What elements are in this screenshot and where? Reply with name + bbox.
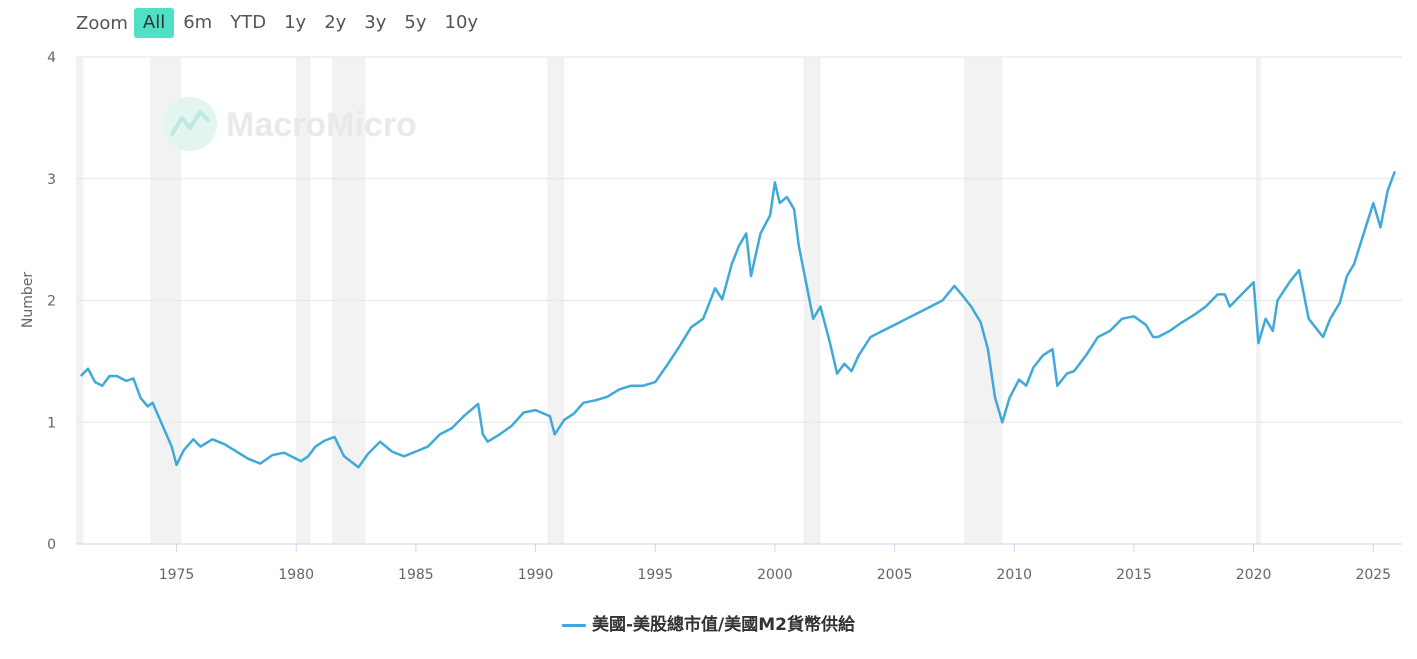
y-axis-label: Number xyxy=(20,272,36,328)
legend-label: 美國-美股總市值/美國M2貨幣供給 xyxy=(591,615,855,635)
x-tick-label: 2010 xyxy=(996,567,1032,583)
series-group xyxy=(79,170,1396,469)
x-tick-label: 1980 xyxy=(278,567,314,583)
watermark-logo-icon xyxy=(163,97,217,151)
watermark-trend-icon xyxy=(170,110,210,136)
x-tick-label: 1985 xyxy=(398,567,434,583)
zoom-1y-button[interactable]: 1y xyxy=(284,12,307,33)
line-chart: MacroMicro 0 1 2 3 4 1975 1980 1985 1990 1995 2000… xyxy=(20,50,1402,583)
x-tick-label: 1990 xyxy=(518,567,554,583)
y-tick-label: 0 xyxy=(47,537,56,553)
x-tick-label: 2005 xyxy=(877,567,913,583)
legend-line-icon xyxy=(561,623,586,627)
legend[interactable]: 美國-美股總市值/美國M2貨幣供給 xyxy=(0,610,1417,635)
watermark-text: MacroMicro xyxy=(226,106,417,144)
zoom-10y-button[interactable]: 10y xyxy=(444,12,479,33)
y-tick-label: 1 xyxy=(47,415,56,431)
y-tick-label: 3 xyxy=(47,172,56,188)
x-tick-label: 1975 xyxy=(159,567,195,583)
y-tick-label: 4 xyxy=(47,50,56,66)
x-tick-label: 1995 xyxy=(637,567,673,583)
x-tick-label: 2020 xyxy=(1236,567,1272,583)
zoom-5y-button[interactable]: 5y xyxy=(404,12,427,33)
x-tick-label: 2025 xyxy=(1355,567,1391,583)
series-line xyxy=(79,170,1396,469)
zoom-ytd-button[interactable]: YTD xyxy=(230,12,267,33)
zoom-2y-button[interactable]: 2y xyxy=(324,12,347,33)
zoom-3y-button[interactable]: 3y xyxy=(364,12,387,33)
y-tick-label: 2 xyxy=(47,294,56,310)
axes: 0 1 2 3 4 1975 1980 1985 1990 1995 2000 2005 2010 201… xyxy=(47,50,1402,583)
x-tick-label: 2000 xyxy=(757,567,793,583)
watermark: MacroMicro xyxy=(163,97,417,151)
zoom-label: Zoom xyxy=(76,12,128,34)
zoom-all-button[interactable]: All xyxy=(133,8,175,38)
zoom-bar: Zoom All 6m YTD 1y 2y 3y 5y 10y xyxy=(76,8,487,38)
zoom-6m-button[interactable]: 6m xyxy=(183,12,213,33)
x-tick-label: 2015 xyxy=(1116,567,1152,583)
